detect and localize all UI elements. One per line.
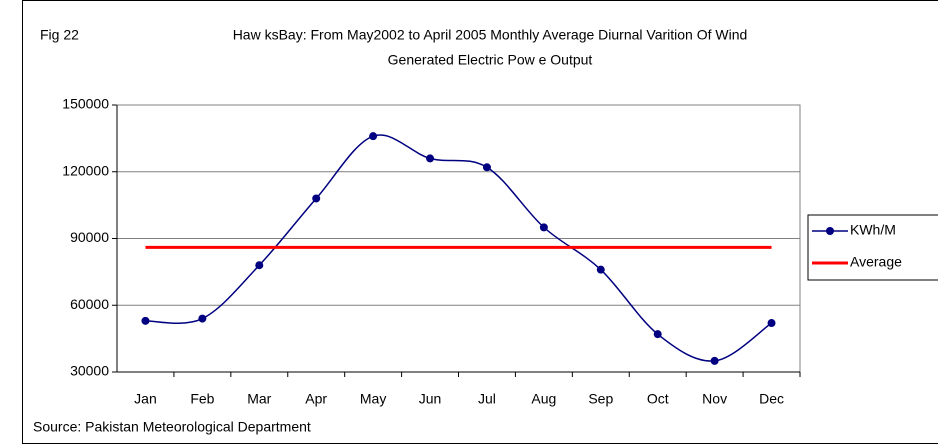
chart-title: Generated Electric Pow e Output — [388, 52, 593, 68]
series-marker — [710, 356, 719, 365]
series-marker — [596, 265, 605, 274]
y-tick-label: 30000 — [70, 363, 109, 379]
chart-title: Haw ksBay: From May2002 to April 2005 Mo… — [233, 27, 748, 43]
chart-border — [22, 0, 938, 444]
x-tick-label: Aug — [531, 391, 556, 407]
series-marker — [141, 316, 150, 325]
series-marker — [767, 319, 776, 328]
legend-label: Average — [850, 254, 902, 270]
x-tick-label: Jul — [478, 391, 496, 407]
series-marker — [312, 194, 321, 203]
x-tick-label: Oct — [647, 391, 669, 407]
x-tick-label: May — [360, 391, 386, 407]
x-tick-label: Sep — [588, 391, 613, 407]
source-note: Source: Pakistan Meteorological Departme… — [33, 419, 311, 435]
legend-label: KWh/M — [850, 222, 896, 238]
series-marker — [539, 223, 548, 232]
figure-label: Fig 22 — [40, 27, 79, 43]
y-tick-label: 90000 — [70, 229, 109, 245]
y-tick-label: 120000 — [62, 162, 109, 178]
x-tick-label: Nov — [702, 391, 727, 407]
y-tick-label: 60000 — [70, 296, 109, 312]
x-tick-label: Apr — [305, 391, 327, 407]
x-tick-label: Jun — [419, 391, 442, 407]
series-marker — [426, 154, 435, 163]
legend-box — [807, 214, 938, 281]
x-tick-label: Dec — [759, 391, 784, 407]
series-marker — [369, 132, 378, 141]
series-marker — [482, 163, 491, 172]
x-tick-label: Jan — [134, 391, 157, 407]
x-tick-label: Feb — [190, 391, 214, 407]
series-marker — [255, 261, 264, 270]
series-marker — [653, 330, 662, 339]
y-tick-label: 150000 — [62, 96, 109, 112]
series-marker — [198, 314, 207, 323]
legend-marker — [826, 227, 834, 235]
x-tick-label: Mar — [247, 391, 271, 407]
